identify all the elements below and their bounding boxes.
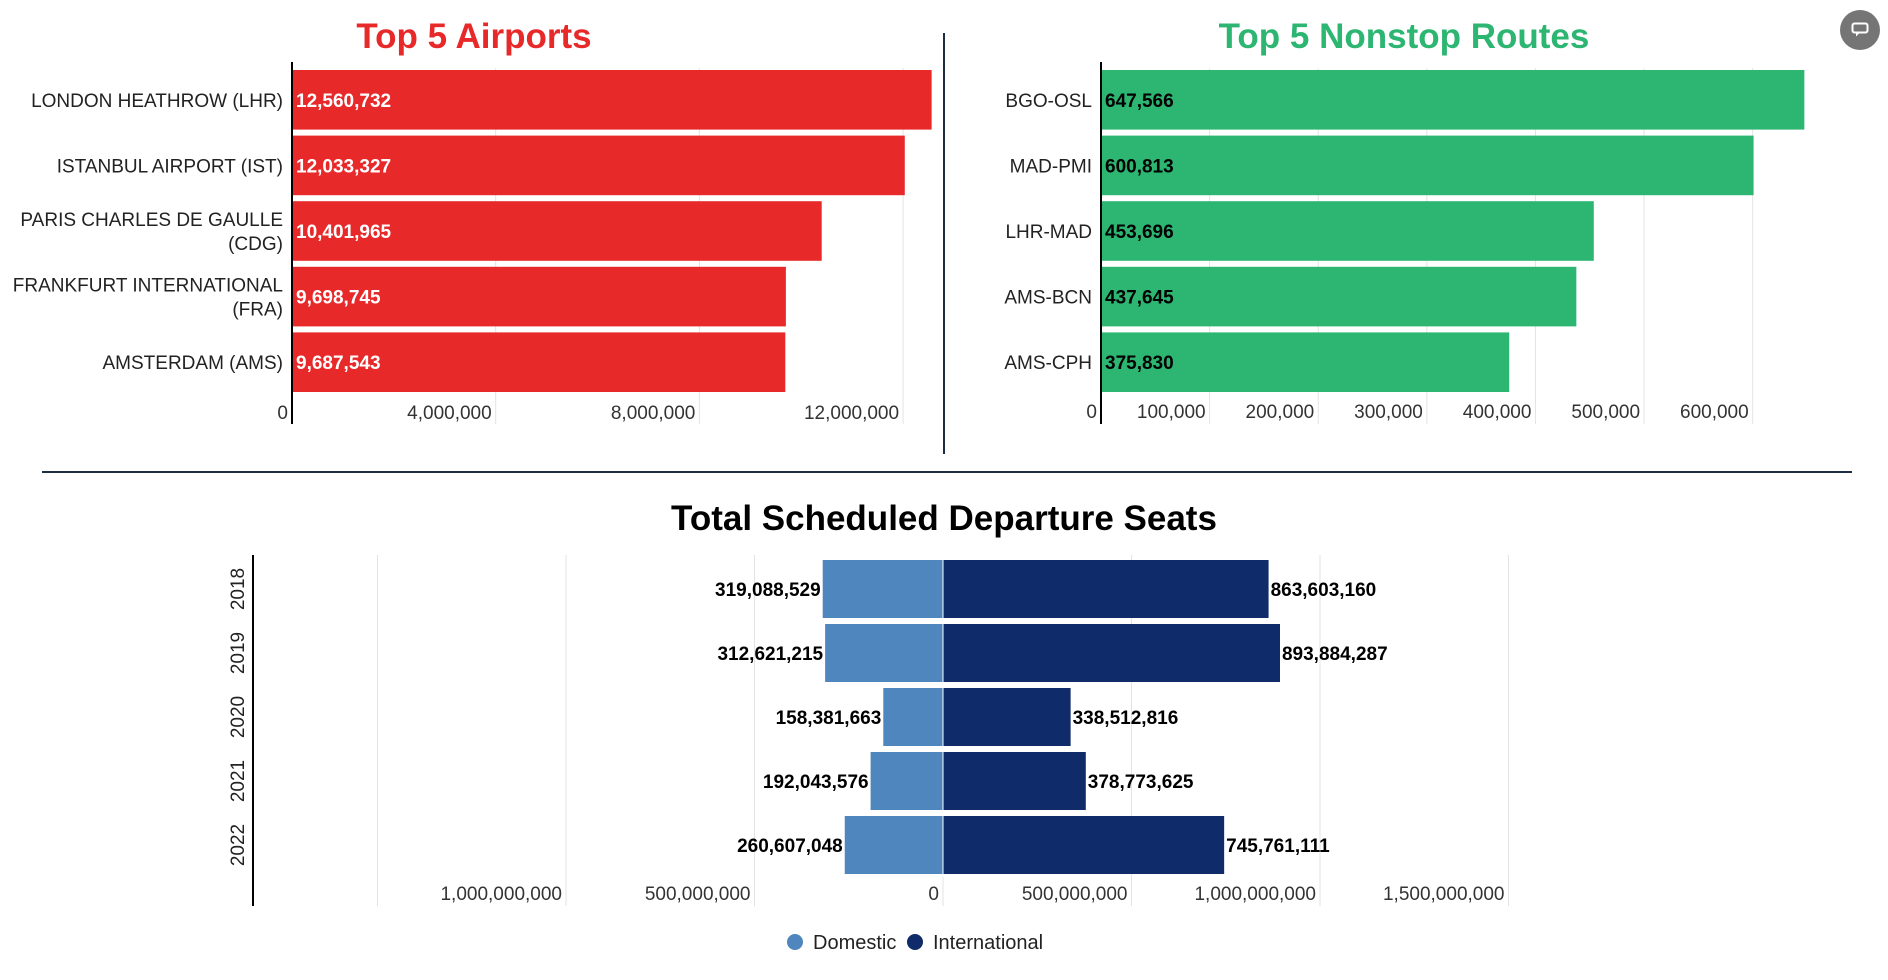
bar-value-label-domestic: 158,381,663 [776, 708, 882, 729]
x-tick-label: 1,000,000,000 [1194, 884, 1316, 905]
category-label: 2020 [228, 696, 249, 738]
x-tick-label: 200,000 [1246, 402, 1315, 423]
bar-domestic [844, 816, 943, 874]
legend-label-domestic: Domestic [813, 932, 896, 954]
x-tick-label: 400,000 [1463, 402, 1532, 423]
airports-chart: Top 5 Airports 12,560,732 12,033,327 10,40… [13, 17, 932, 424]
x-tick-label: 1,500,000,000 [1383, 884, 1505, 905]
legend-label-international: International [933, 932, 1043, 954]
x-tick-label: 500,000,000 [645, 884, 751, 905]
seats-chart: Total Scheduled Departure Seats 319,088,… [228, 499, 1509, 954]
category-label: FRANKFURT INTERNATIONAL (FRA) [13, 276, 283, 321]
x-tick-label: 500,000,000 [1022, 884, 1128, 905]
seats-bars: 319,088,529 863,603,160 312,621,215 893,884… [715, 555, 1388, 877]
bar [1101, 266, 1577, 327]
routes-chart: Top 5 Nonstop Routes 647,566 600,813 453,6… [1004, 17, 1805, 424]
airports-bars: 12,560,732 12,033,327 10,401,965 9,698,745 9… [292, 70, 932, 392]
comment-icon [1851, 22, 1869, 37]
bar-international [943, 752, 1086, 810]
bar-domestic [870, 752, 943, 810]
seats-legend: Domestic International [787, 932, 1043, 954]
bar [292, 266, 786, 327]
category-label: AMSTERDAM (AMS) [103, 353, 284, 374]
bar-value-label: 12,033,327 [296, 156, 391, 177]
bar-value-label-international: 745,761,111 [1226, 836, 1330, 857]
bar-value-label: 647,566 [1105, 91, 1174, 112]
x-tick-label: 0 [1086, 402, 1097, 423]
category-label: 2021 [228, 760, 249, 802]
category-label: 2022 [228, 824, 249, 866]
routes-title: Top 5 Nonstop Routes [1219, 17, 1590, 56]
seats-title: Total Scheduled Departure Seats [671, 499, 1217, 538]
routes-bars: 647,566 600,813 453,696 437,645 375,830 [1101, 70, 1805, 392]
bar [1101, 135, 1754, 196]
bar [292, 332, 786, 392]
x-tick-label: 100,000 [1137, 402, 1206, 423]
category-label: LONDON HEATHROW (LHR) [31, 91, 283, 112]
bar-value-label-domestic: 192,043,576 [763, 772, 869, 793]
bar-value-label-international: 338,512,816 [1073, 708, 1179, 729]
seats-category-labels: 2018 2019 2020 2021 2022 [228, 568, 249, 866]
bar-international [943, 816, 1225, 874]
bar-value-label-international: 378,773,625 [1088, 772, 1194, 793]
x-tick-label: 4,000,000 [407, 403, 492, 424]
category-label: 2019 [228, 632, 249, 674]
bar-value-label-domestic: 260,607,048 [737, 836, 843, 857]
bar [1101, 70, 1805, 130]
category-label: ISTANBUL AIRPORT (IST) [57, 156, 283, 177]
bar-value-label-international: 893,884,287 [1282, 644, 1388, 665]
bar-international [943, 624, 1280, 682]
legend-marker-domestic [787, 934, 803, 950]
category-label: PARIS CHARLES DE GAULLE (CDG) [20, 210, 283, 255]
x-tick-label: 0 [928, 884, 939, 905]
x-tick-label: 8,000,000 [611, 403, 696, 424]
routes-category-labels: BGO-OSL MAD-PMI LHR-MAD AMS-BCN AMS-CPH [1004, 91, 1092, 374]
category-label: 2018 [228, 568, 249, 610]
bar [1101, 332, 1510, 392]
category-label: AMS-CPH [1004, 353, 1092, 374]
bar-value-label-domestic: 312,621,215 [717, 644, 823, 665]
bar-value-label-domestic: 319,088,529 [715, 580, 821, 601]
bar-domestic [825, 624, 943, 682]
category-label: LHR-MAD [1005, 222, 1092, 243]
bar-value-label: 12,560,732 [296, 91, 391, 112]
category-label: BGO-OSL [1005, 91, 1092, 112]
airports-title: Top 5 Airports [356, 17, 591, 56]
bar-value-label: 9,687,543 [296, 353, 381, 374]
seats-tick-labels: 1,000,000,000 500,000,000 0 500,000,000 1,00… [440, 884, 1504, 905]
bar [292, 135, 905, 196]
routes-tick-labels: 0 100,000 200,000 300,000 400,000 500,000 600,… [1086, 402, 1748, 423]
bar-value-label: 375,830 [1105, 353, 1174, 374]
x-tick-label: 12,000,000 [804, 403, 899, 424]
airports-tick-labels: 0 4,000,000 8,000,000 12,000,000 [277, 403, 899, 424]
bar-value-label: 453,696 [1105, 222, 1174, 243]
bar-domestic [883, 688, 943, 746]
x-tick-label: 300,000 [1354, 402, 1423, 423]
bar-international [943, 688, 1071, 746]
bar-value-label: 437,645 [1105, 288, 1174, 309]
legend-marker-international [907, 934, 923, 950]
bar [292, 201, 822, 261]
bar-value-label: 9,698,745 [296, 288, 381, 309]
category-label: AMS-BCN [1004, 288, 1092, 309]
x-tick-label: 500,000 [1571, 402, 1640, 423]
bar [292, 70, 932, 130]
comment-button[interactable] [1840, 10, 1880, 50]
bar-value-label-international: 863,603,160 [1271, 580, 1377, 601]
bar-international [943, 560, 1269, 618]
category-label: MAD-PMI [1010, 156, 1092, 177]
x-tick-label: 0 [277, 403, 288, 424]
x-tick-label: 600,000 [1680, 402, 1749, 423]
x-tick-label: 1,000,000,000 [440, 884, 562, 905]
bar [1101, 201, 1594, 261]
bar-value-label: 10,401,965 [296, 222, 392, 243]
bar-value-label: 600,813 [1105, 156, 1174, 177]
bar-domestic [822, 560, 943, 618]
airports-category-labels: LONDON HEATHROW (LHR) ISTANBUL AIRPORT (I… [13, 91, 283, 374]
